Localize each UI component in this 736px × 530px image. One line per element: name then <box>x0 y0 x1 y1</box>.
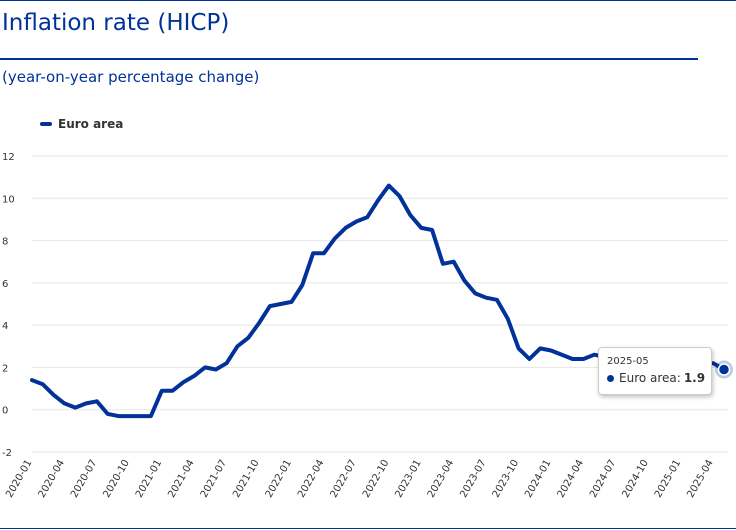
tooltip-date: 2025-05 <box>607 356 649 367</box>
x-tick-label: 2022-07 <box>329 458 359 500</box>
chart-subtitle: (year-on-year percentage change) <box>2 68 260 86</box>
y-tick-label: 10 <box>2 194 15 205</box>
y-tick-label: 6 <box>2 279 8 290</box>
x-tick-label: 2020-07 <box>69 458 99 500</box>
chart-title: Inflation rate (HICP) <box>2 10 230 36</box>
x-tick-label: 2022-01 <box>264 458 294 500</box>
y-tick-label: 2 <box>2 363 8 374</box>
x-tick-label: 2022-04 <box>296 458 326 500</box>
y-tick-label: 4 <box>2 321 8 332</box>
x-tick-label: 2024-10 <box>620 458 650 500</box>
highlight-point <box>717 363 731 376</box>
bottom-rule <box>0 528 736 529</box>
y-tick-label: 12 <box>2 152 15 163</box>
x-tick-label: 2023-07 <box>458 458 488 500</box>
x-tick-label: 2020-04 <box>37 458 67 500</box>
x-tick-label: 2025-04 <box>685 458 715 500</box>
top-rule <box>0 0 736 1</box>
x-tick-label: 2023-04 <box>426 458 456 500</box>
tooltip-series-label: Euro area: <box>619 371 681 385</box>
x-tick-label: 2021-07 <box>199 458 229 500</box>
x-tick-label: 2024-04 <box>556 458 586 500</box>
tooltip-value: 1.9 <box>683 371 706 385</box>
legend-item-euro-area[interactable]: Euro area <box>40 117 123 131</box>
x-tick-label: 2023-01 <box>393 458 423 500</box>
x-tick-label: 2023-10 <box>491 458 521 500</box>
x-tick-label: 2021-04 <box>166 458 196 500</box>
x-tick-label: 2021-10 <box>231 458 261 500</box>
x-tick-label: 2020-10 <box>101 458 131 500</box>
y-tick-label: 0 <box>2 406 8 417</box>
legend-swatch <box>40 122 52 126</box>
x-tick-label: 2024-01 <box>523 458 553 500</box>
x-tick-label: 2025-01 <box>653 458 683 500</box>
tooltip-row: Euro area: 1.9 <box>607 371 705 385</box>
legend-label: Euro area <box>58 117 124 131</box>
y-tick-label: 8 <box>2 237 8 248</box>
y-tick-label: -2 <box>2 448 12 459</box>
title-underline <box>0 58 698 60</box>
x-tick-label: 2021-01 <box>134 458 164 500</box>
x-tick-label: 2022-10 <box>361 458 391 500</box>
x-tick-label: 2020-01 <box>4 458 34 500</box>
x-tick-label: 2024-07 <box>588 458 618 500</box>
tooltip-series-dot <box>607 374 614 382</box>
data-tooltip: 2025-05 Euro area: 1.9 <box>598 347 712 395</box>
